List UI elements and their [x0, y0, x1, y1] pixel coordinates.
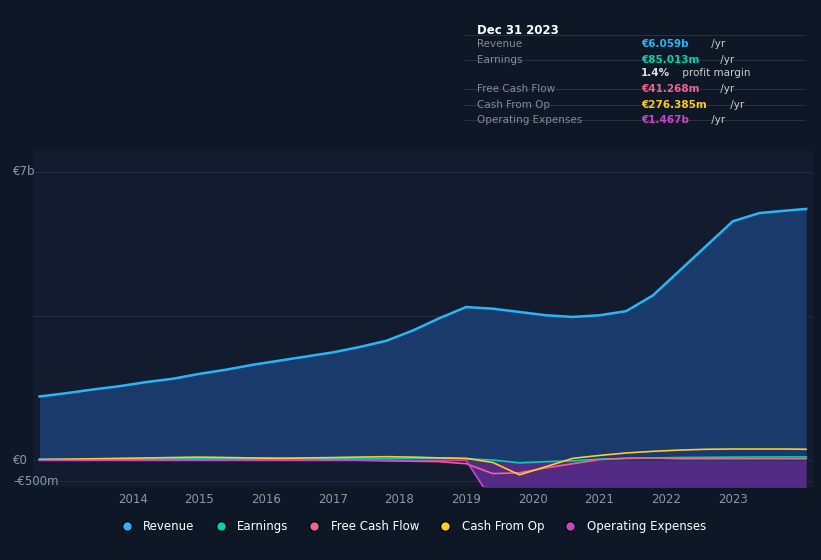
Text: €276.385m: €276.385m: [641, 100, 707, 110]
Text: /yr: /yr: [708, 115, 725, 125]
Text: Free Cash Flow: Free Cash Flow: [478, 84, 556, 94]
Text: -€500m: -€500m: [13, 474, 59, 488]
Text: €85.013m: €85.013m: [641, 55, 699, 65]
Text: €0: €0: [13, 454, 28, 467]
Legend: Revenue, Earnings, Free Cash Flow, Cash From Op, Operating Expenses: Revenue, Earnings, Free Cash Flow, Cash …: [110, 515, 711, 538]
Text: /yr: /yr: [708, 39, 725, 49]
Text: Operating Expenses: Operating Expenses: [478, 115, 583, 125]
Text: /yr: /yr: [727, 100, 744, 110]
Text: €7b: €7b: [13, 165, 36, 178]
Text: Dec 31 2023: Dec 31 2023: [478, 25, 559, 38]
Text: €41.268m: €41.268m: [641, 84, 699, 94]
Text: /yr: /yr: [718, 55, 735, 65]
Text: €6.059b: €6.059b: [641, 39, 689, 49]
Text: Revenue: Revenue: [478, 39, 523, 49]
Text: /yr: /yr: [718, 84, 735, 94]
Text: 1.4%: 1.4%: [641, 68, 670, 78]
Text: profit margin: profit margin: [679, 68, 750, 78]
Text: €1.467b: €1.467b: [641, 115, 689, 125]
Text: Cash From Op: Cash From Op: [478, 100, 551, 110]
Text: Earnings: Earnings: [478, 55, 523, 65]
